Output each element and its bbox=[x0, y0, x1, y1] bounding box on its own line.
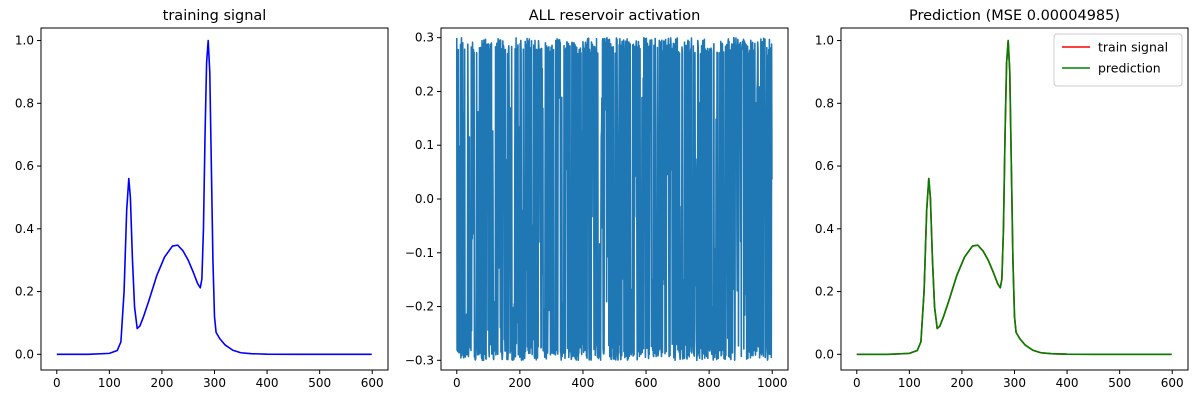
subplot-1: 0 100 200 300 400 500 600 0.0 0.2 0.4 0.6 0.8 1.0 tra… bbox=[15, 8, 389, 390]
y-tick-label: 1.0 bbox=[815, 34, 834, 48]
x-tick-label: 600 bbox=[1161, 376, 1184, 390]
subplot-3: 0 100 200 300 400 500 600 0.0 0.2 0.4 0.6 0.8 1.0 Pre… bbox=[815, 8, 1189, 390]
y-tick-label: 0.3 bbox=[415, 31, 434, 45]
x-tick-label: 0 bbox=[53, 376, 61, 390]
plot-area bbox=[455, 36, 773, 362]
y-tick-label: 0.1 bbox=[415, 138, 434, 152]
legend-label: train signal bbox=[1098, 40, 1168, 55]
subplot-title: Prediction (MSE 0.00004985) bbox=[909, 8, 1120, 24]
x-tick-label: 100 bbox=[98, 376, 121, 390]
subplot-title: training signal bbox=[163, 8, 267, 24]
x-tick-label: 300 bbox=[1003, 376, 1026, 390]
y-tick-label: 0.4 bbox=[15, 222, 34, 236]
subplot-2: 0 200 400 600 800 1000 −0.3 −0.2 −0.1 0.0 0.1 0.2 0.… bbox=[405, 8, 789, 390]
x-tick-label: 400 bbox=[572, 376, 595, 390]
x-tick-label: 500 bbox=[308, 376, 331, 390]
y-tick-label: 0.8 bbox=[815, 96, 834, 110]
y-tick-label: 1.0 bbox=[15, 34, 34, 48]
x-tick-label: 200 bbox=[950, 376, 973, 390]
y-tick-label: −0.1 bbox=[405, 246, 434, 260]
series-line-prediction bbox=[856, 39, 1172, 356]
y-tick-label: −0.2 bbox=[405, 300, 434, 314]
y-tick-label: 0.6 bbox=[815, 159, 834, 173]
x-tick-label: 400 bbox=[256, 376, 279, 390]
x-tick-label: 1000 bbox=[757, 376, 788, 390]
x-tick-label: 800 bbox=[698, 376, 721, 390]
y-tick-label: 0.0 bbox=[15, 347, 34, 361]
x-tick-label: 300 bbox=[203, 376, 226, 390]
plot-area bbox=[856, 39, 1172, 356]
x-tick-label: 500 bbox=[1108, 376, 1131, 390]
y-tick-label: 0.2 bbox=[415, 84, 434, 98]
legend-label: prediction bbox=[1098, 61, 1161, 76]
x-tick-label: 200 bbox=[150, 376, 173, 390]
y-tick-label: 0.6 bbox=[15, 159, 34, 173]
plot-area bbox=[56, 39, 372, 356]
x-tick-label: 0 bbox=[853, 376, 861, 390]
legend: train signal prediction bbox=[1053, 33, 1183, 87]
y-tick-label: 0.8 bbox=[15, 96, 34, 110]
y-tick-label: 0.2 bbox=[815, 285, 834, 299]
subplot-title: ALL reservoir activation bbox=[529, 8, 701, 24]
y-tick-label: 0.4 bbox=[815, 222, 834, 236]
series-line-1 bbox=[56, 39, 372, 356]
x-tick-label: 0 bbox=[453, 376, 461, 390]
y-tick-label: 0.0 bbox=[815, 347, 834, 361]
y-tick-label: −0.3 bbox=[405, 353, 434, 367]
y-tick-label: 0.0 bbox=[415, 192, 434, 206]
series-line-1 bbox=[455, 36, 773, 362]
x-tick-label: 100 bbox=[898, 376, 921, 390]
x-tick-label: 400 bbox=[1056, 376, 1079, 390]
x-tick-label: 600 bbox=[361, 376, 384, 390]
x-tick-label: 200 bbox=[508, 376, 531, 390]
x-tick-label: 600 bbox=[635, 376, 658, 390]
y-tick-label: 0.2 bbox=[15, 285, 34, 299]
